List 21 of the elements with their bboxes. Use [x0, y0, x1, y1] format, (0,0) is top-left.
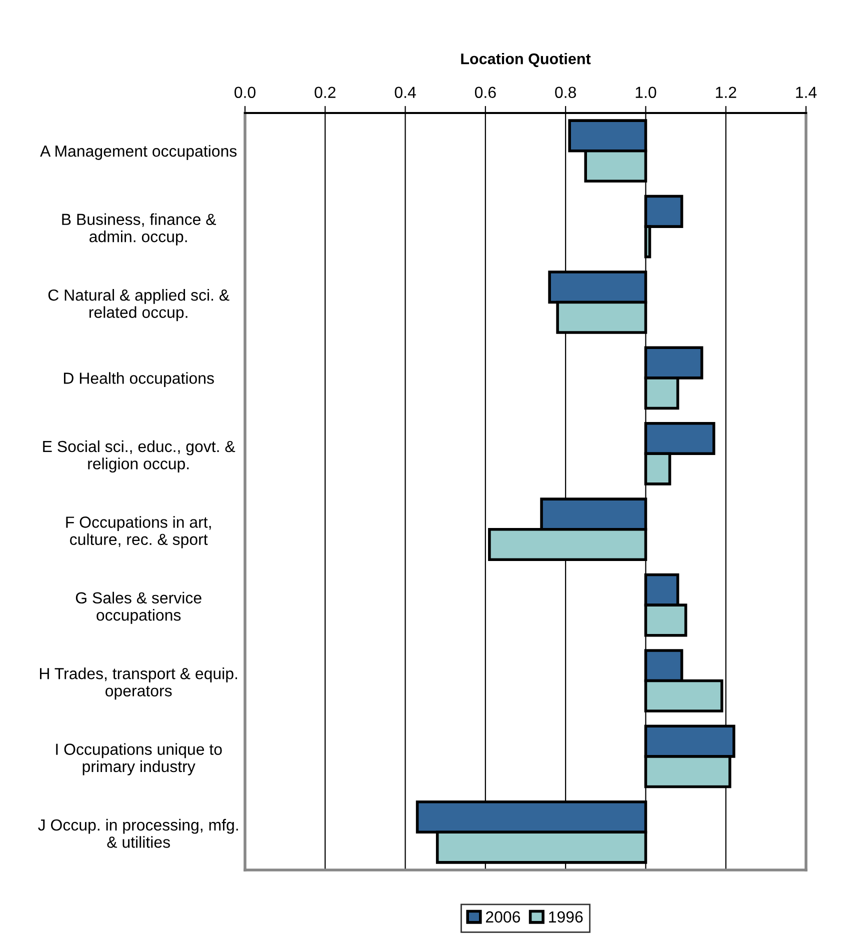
y-tick-label: F Occupations in art, culture, rec. & sport — [66, 516, 211, 548]
x-tick-label: 0.8 — [555, 86, 576, 98]
x-tick-label: 0.2 — [314, 86, 336, 98]
x-axis-title: Location Quotient — [461, 53, 591, 68]
x-tick-label: 0.4 — [394, 86, 416, 98]
x-tick-label: 0.6 — [474, 86, 496, 98]
y-tick-label: D Health occupations — [64, 372, 214, 388]
y-tick-label: G Sales & service occupations — [76, 592, 202, 624]
legend-label: 1996 — [549, 911, 583, 923]
y-tick-label: C Natural & applied sci. & related occup. — [48, 289, 230, 322]
x-tick-label: 0.0 — [234, 86, 256, 98]
y-tick-label: J Occup. in processing, mfg. & utilities — [38, 818, 238, 848]
x-tick-label: 1.4 — [796, 86, 817, 98]
legend-label: 2006 — [486, 911, 520, 923]
y-tick-label: E Social sci., educ., govt. & religion occup. — [43, 440, 236, 473]
y-tick-label: B Business, finance & admin. occup. — [62, 213, 216, 246]
y-tick-label: A Management occupations — [40, 145, 237, 160]
x-tick-label: 1.2 — [716, 86, 736, 98]
y-tick-label: I Occupations unique to primary industry — [56, 743, 222, 776]
x-tick-label: 1.0 — [636, 86, 656, 98]
y-tick-label: H Trades, transport & equip. operators — [40, 668, 237, 700]
